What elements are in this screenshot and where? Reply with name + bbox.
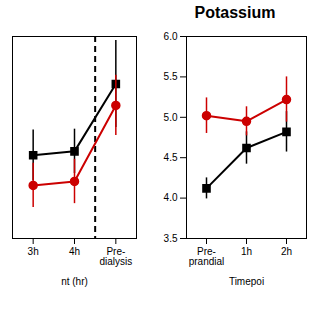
svg-text:5.5: 5.5 — [164, 71, 178, 82]
svg-text:Pre-prandial: Pre-prandial — [189, 246, 225, 267]
svg-text:4h: 4h — [69, 246, 80, 257]
svg-text:3h: 3h — [28, 246, 39, 257]
svg-text:Timepoi: Timepoi — [229, 276, 264, 287]
svg-text:2h: 2h — [281, 246, 292, 257]
svg-text:6.0: 6.0 — [164, 31, 178, 42]
svg-text:5.0: 5.0 — [164, 112, 178, 123]
svg-text:nt (hr): nt (hr) — [61, 276, 88, 287]
html-text:Potassium: Potassium — [194, 4, 276, 21]
svg-text:3.5: 3.5 — [164, 233, 178, 244]
svg-text:1h: 1h — [241, 246, 252, 257]
svg-text:4.5: 4.5 — [164, 152, 178, 163]
svg-text:4.0: 4.0 — [164, 192, 178, 203]
svg-text:Pre-dialysis: Pre-dialysis — [99, 246, 132, 267]
